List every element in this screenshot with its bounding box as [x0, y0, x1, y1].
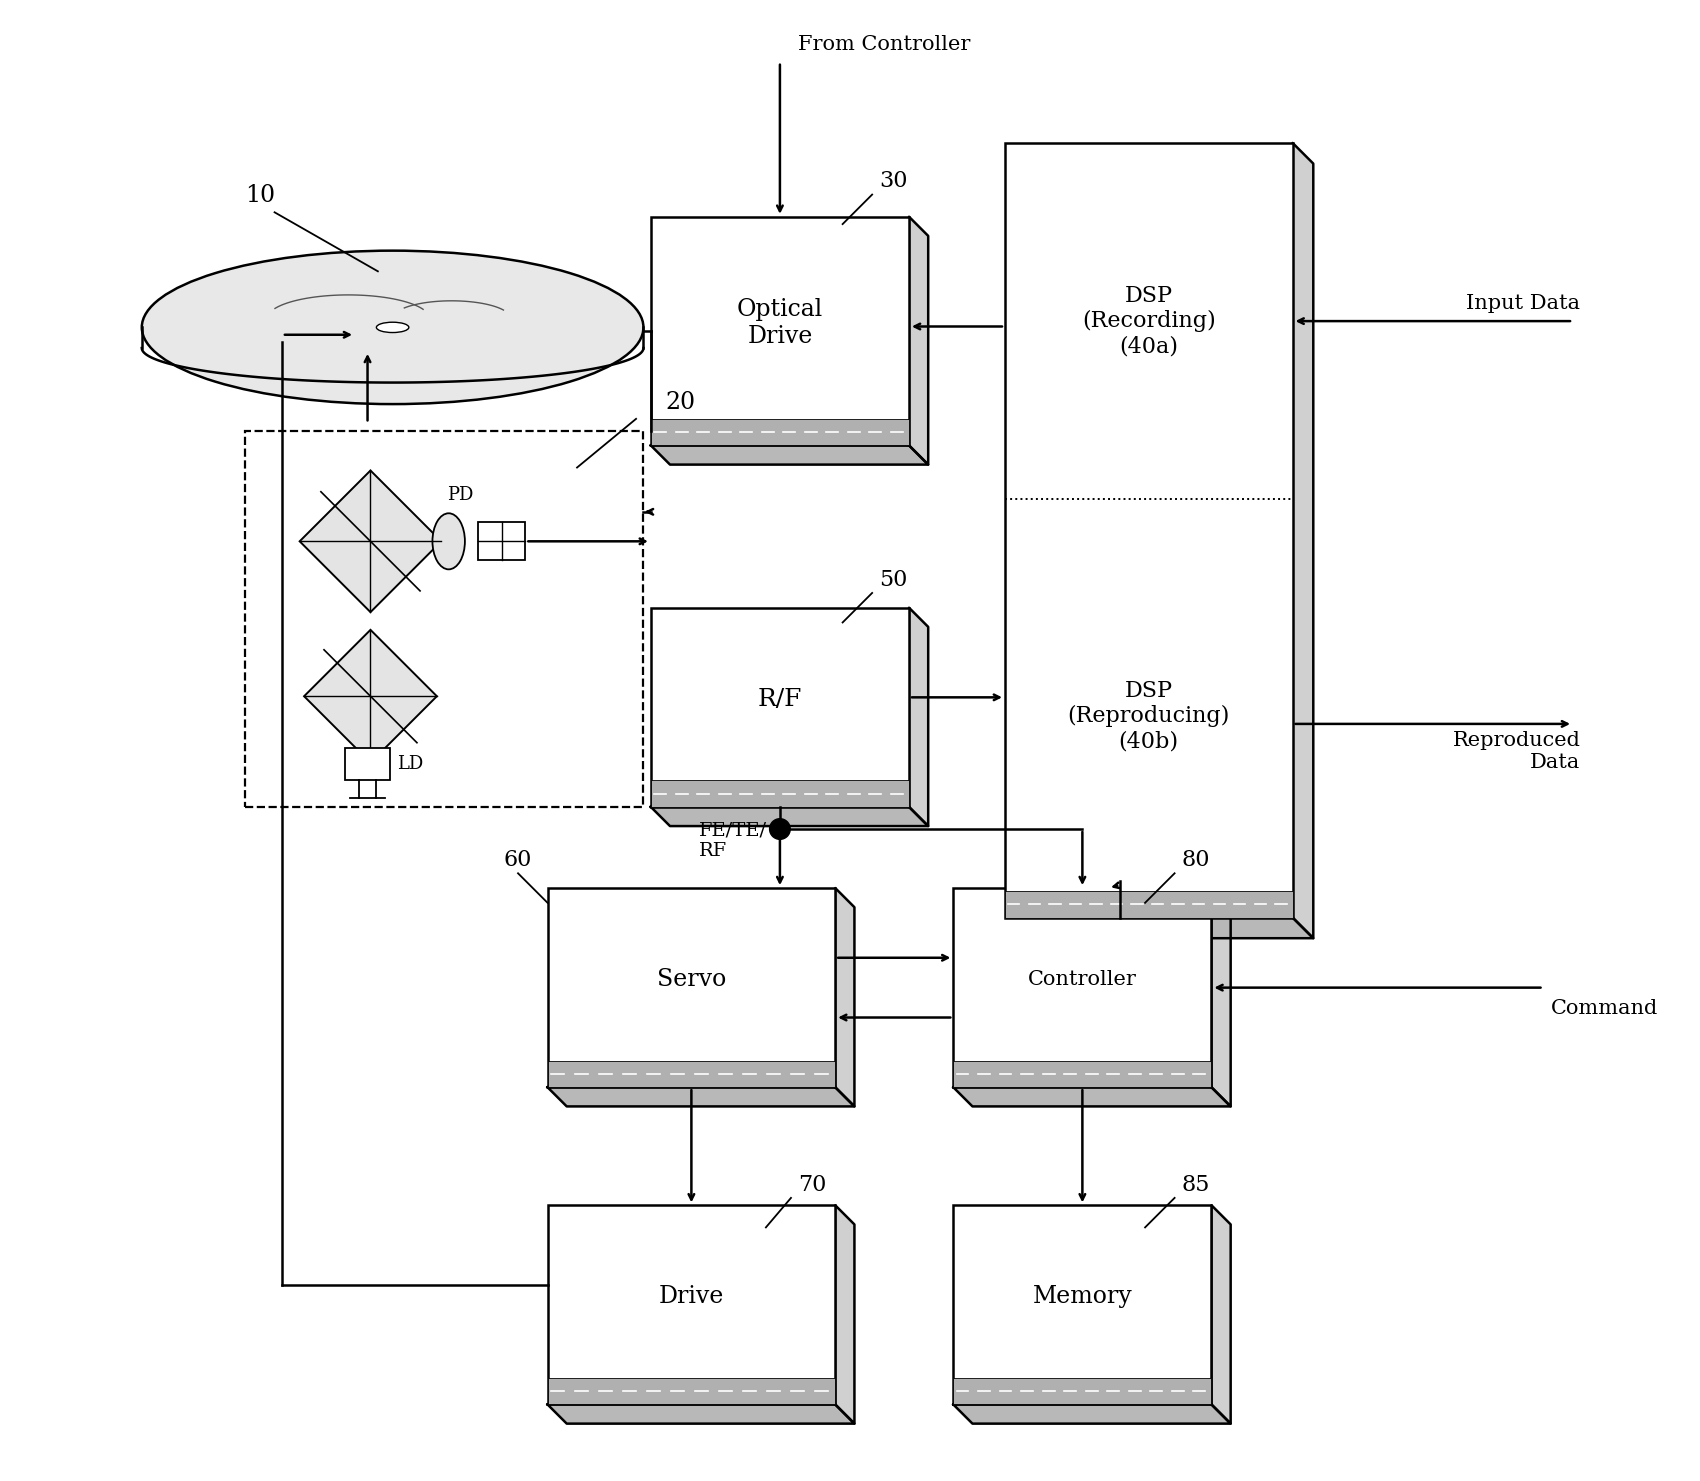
Polygon shape	[547, 1087, 855, 1106]
Polygon shape	[304, 629, 437, 763]
Text: 30: 30	[879, 170, 908, 193]
Polygon shape	[1292, 144, 1314, 937]
Text: R/F: R/F	[758, 687, 802, 711]
Text: Optical
Drive: Optical Drive	[736, 298, 823, 348]
Polygon shape	[835, 1206, 855, 1423]
Text: Drive: Drive	[658, 1286, 724, 1308]
Polygon shape	[835, 889, 855, 1106]
Text: DSP
(Recording)
(40a): DSP (Recording) (40a)	[1081, 284, 1216, 357]
Ellipse shape	[141, 250, 643, 404]
Bar	[954, 1206, 1212, 1404]
Text: Servo: Servo	[656, 969, 726, 991]
Polygon shape	[651, 807, 928, 826]
Bar	[651, 419, 910, 446]
Text: DSP
(Reproducing)
(40b): DSP (Reproducing) (40b)	[1068, 680, 1231, 752]
Text: Controller: Controller	[1028, 970, 1137, 989]
Bar	[954, 1060, 1212, 1087]
Bar	[651, 780, 910, 807]
Text: Input Data: Input Data	[1467, 295, 1581, 314]
Bar	[651, 607, 910, 807]
Polygon shape	[954, 1087, 1231, 1106]
Bar	[954, 1377, 1212, 1404]
Text: 20: 20	[666, 391, 695, 413]
Polygon shape	[299, 471, 442, 612]
Text: FE/TE/
RF: FE/TE/ RF	[699, 822, 767, 860]
Polygon shape	[910, 607, 928, 826]
Text: 60: 60	[503, 849, 532, 871]
Text: From Controller: From Controller	[797, 36, 971, 53]
Text: PD: PD	[447, 486, 474, 505]
Polygon shape	[1212, 889, 1231, 1106]
Text: 10: 10	[245, 184, 275, 207]
Text: Memory: Memory	[1032, 1286, 1132, 1308]
Bar	[345, 748, 389, 780]
Text: 70: 70	[799, 1173, 826, 1195]
Text: Command: Command	[1550, 1000, 1658, 1019]
Text: 50: 50	[879, 569, 908, 591]
Polygon shape	[1005, 918, 1314, 937]
Bar	[651, 216, 910, 446]
Bar	[245, 431, 643, 807]
Bar	[547, 889, 835, 1087]
Text: 80: 80	[1182, 849, 1210, 871]
Polygon shape	[547, 1404, 855, 1423]
Text: Reproduced
Data: Reproduced Data	[1452, 732, 1581, 772]
Polygon shape	[1212, 1206, 1231, 1423]
Polygon shape	[910, 216, 928, 465]
Bar	[547, 1206, 835, 1404]
Bar	[547, 1060, 835, 1087]
Polygon shape	[954, 1404, 1231, 1423]
Text: 85: 85	[1182, 1173, 1210, 1195]
Text: LD: LD	[398, 755, 423, 773]
Bar	[1005, 892, 1292, 918]
Ellipse shape	[432, 514, 464, 569]
Polygon shape	[651, 446, 928, 465]
Bar	[1005, 144, 1292, 918]
Bar	[547, 1377, 835, 1404]
Ellipse shape	[376, 323, 408, 333]
Bar	[478, 523, 525, 560]
Bar	[954, 889, 1212, 1087]
Circle shape	[770, 819, 790, 840]
